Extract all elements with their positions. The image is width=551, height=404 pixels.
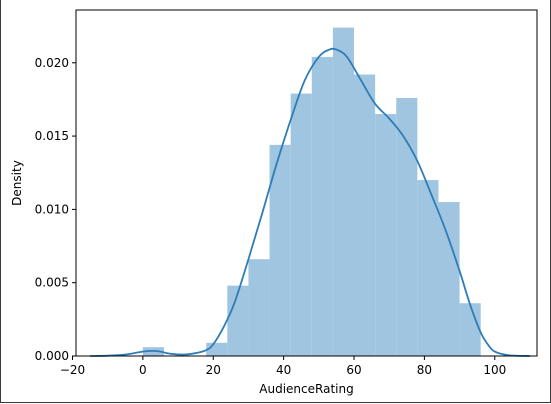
x-tick-label: 60	[346, 363, 361, 377]
histogram-bar-5	[269, 144, 291, 356]
histogram-bar-6	[290, 93, 312, 356]
histogram-bar-7	[311, 56, 333, 356]
histogram-bar-9	[354, 74, 376, 356]
histogram-bar-12	[417, 180, 439, 356]
histogram-bar-4	[248, 259, 270, 356]
y-axis-label: Density	[10, 160, 24, 206]
x-tick-label: 100	[483, 363, 506, 377]
y-axis-ticks: 0.000 0.005 0.010 0.015 0.020	[35, 56, 76, 363]
histogram-bar-11	[396, 97, 418, 357]
histogram-bar-3	[227, 285, 249, 356]
histogram-bar-13	[438, 202, 460, 356]
x-tick-label: 80	[417, 363, 432, 377]
y-tick-label: 0.015	[35, 129, 69, 143]
histogram-bar-2	[206, 342, 228, 356]
x-tick-label: 20	[206, 363, 221, 377]
y-tick-label: 0.005	[35, 276, 69, 290]
x-tick-label: 40	[276, 363, 291, 377]
x-tick-label: −20	[60, 363, 85, 377]
histogram-bar-14	[459, 303, 481, 356]
x-axis-ticks: −20 0 20 40 60 80 100	[60, 356, 506, 377]
y-tick-label: 0.010	[35, 202, 69, 216]
histogram-bar-10	[375, 114, 397, 356]
x-axis-label: AudienceRating	[259, 382, 353, 396]
histogram-bar-8	[332, 27, 355, 356]
histogram-bars	[142, 27, 481, 357]
y-tick-label: 0.000	[35, 349, 69, 363]
y-tick-label: 0.020	[35, 56, 69, 70]
kde-density-curve	[90, 47, 530, 357]
axes-box	[75, 9, 538, 357]
x-tick-label: 0	[139, 363, 147, 377]
